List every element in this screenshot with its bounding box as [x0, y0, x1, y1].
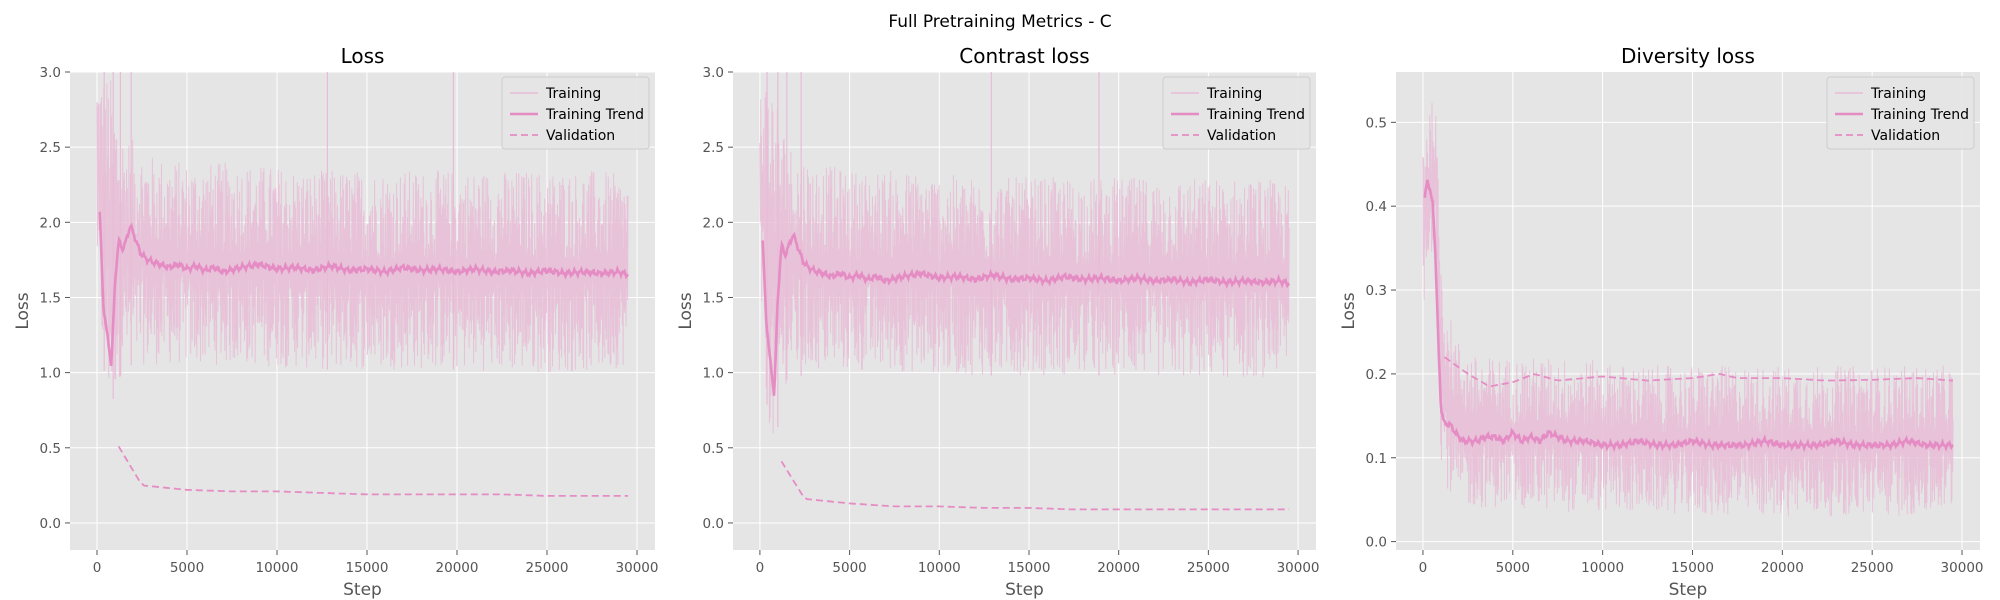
- y-axis-label: Loss: [676, 292, 696, 329]
- x-tick-label: 10000: [1581, 560, 1624, 576]
- legend-box: [1826, 76, 1975, 150]
- x-axis-label: Step: [1669, 580, 1708, 600]
- series-training-raw: [96, 80, 629, 380]
- panels: 0 5000 10000 15000 20000 25000 30000 0.0 0.5 1.0 1…: [13, 44, 1984, 600]
- x-tick-label: 0: [93, 560, 102, 576]
- legend-label: Validation: [1207, 128, 1276, 144]
- chart-panel-1: 0 5000 10000 15000 20000 25000 30000 0.0 0.5 1.0 1…: [13, 44, 658, 600]
- y-tick-label: 1.5: [703, 290, 724, 306]
- legend-label: Validation: [546, 128, 615, 144]
- series-validation: [117, 445, 628, 497]
- x-tick-label: 5000: [170, 560, 204, 576]
- y-tick-label: 0.0: [1366, 535, 1387, 551]
- legend: Training Training Trend Validation: [1826, 76, 1975, 150]
- y-tick-label: 0.1: [1366, 451, 1387, 467]
- y-tick-label: 1.5: [40, 290, 61, 306]
- x-tick-label: 10000: [918, 560, 961, 576]
- x-tick-label: 30000: [1941, 560, 1984, 576]
- y-tick-label: 0.5: [40, 441, 61, 457]
- legend: Training Training Trend Validation: [501, 76, 650, 150]
- y-tick-label: 0.0: [40, 516, 61, 532]
- plot-content: [759, 72, 1291, 511]
- x-tick-label: 0: [1419, 560, 1428, 576]
- x-axis-label: Step: [1005, 580, 1044, 600]
- x-tick-label: 15000: [1671, 560, 1714, 576]
- legend-box: [501, 76, 650, 150]
- x-tick-label: 20000: [436, 560, 479, 576]
- series-validation: [780, 460, 1290, 511]
- series-training-raw: [759, 91, 1290, 434]
- y-tick-label: 0.3: [1366, 283, 1387, 299]
- panel-title: Diversity loss: [1621, 44, 1755, 68]
- x-tick-label: 5000: [832, 560, 866, 576]
- y-tick-label: 3.0: [703, 65, 724, 81]
- y-tick-label: 1.0: [40, 366, 61, 382]
- panel-title: Loss: [341, 44, 385, 68]
- legend-label: Training Trend: [545, 107, 644, 123]
- y-tick-label: 0.4: [1366, 199, 1387, 215]
- series-training-trend: [98, 211, 630, 367]
- plot-content: [96, 72, 630, 497]
- x-tick-label: 25000: [526, 560, 569, 576]
- x-tick-label: 25000: [1187, 560, 1230, 576]
- series-training-trend: [761, 231, 1291, 396]
- y-tick-label: 0.5: [703, 441, 724, 457]
- x-tick-label: 30000: [1277, 560, 1320, 576]
- x-tick-label: 5000: [1496, 560, 1530, 576]
- legend-label: Training Trend: [1206, 107, 1305, 123]
- y-tick-label: 2.0: [703, 215, 724, 231]
- legend: Training Training Trend Validation: [1162, 76, 1311, 150]
- legend-label: Training Trend: [1870, 107, 1969, 123]
- chart-panel-3: 0 5000 10000 15000 20000 25000 30000 0.0 0.1 0.2 0…: [1339, 44, 1984, 600]
- legend-box: [1162, 76, 1311, 150]
- y-axis-label: Loss: [13, 292, 33, 329]
- y-tick-label: 2.0: [40, 215, 61, 231]
- y-tick-label: 2.5: [703, 140, 724, 156]
- x-tick-label: 25000: [1851, 560, 1894, 576]
- series-training-trend: [1423, 179, 1954, 453]
- legend-label: Training: [1870, 86, 1926, 102]
- legend-label: Training: [1206, 86, 1262, 102]
- x-tick-label: 30000: [616, 560, 659, 576]
- x-tick-label: 15000: [1008, 560, 1051, 576]
- legend-label: Validation: [1871, 128, 1940, 144]
- y-tick-label: 3.0: [40, 65, 61, 81]
- x-axis-label: Step: [343, 580, 382, 600]
- legend-label: Training: [545, 86, 601, 102]
- y-tick-label: 0.2: [1366, 367, 1387, 383]
- plot-content: [1422, 102, 1954, 517]
- y-tick-label: 1.0: [703, 366, 724, 382]
- y-tick-label: 0.0: [703, 516, 724, 532]
- x-tick-label: 15000: [346, 560, 389, 576]
- panel-title: Contrast loss: [959, 44, 1089, 68]
- y-tick-label: 2.5: [40, 140, 61, 156]
- y-tick-label: 0.5: [1366, 115, 1387, 131]
- x-tick-label: 10000: [256, 560, 299, 576]
- y-axis-label: Loss: [1339, 292, 1359, 329]
- series-validation: [1443, 356, 1954, 388]
- x-tick-label: 20000: [1761, 560, 1804, 576]
- x-tick-label: 20000: [1097, 560, 1140, 576]
- x-tick-label: 0: [756, 560, 765, 576]
- chart-panel-2: 0 5000 10000 15000 20000 25000 30000 0.0 0.5 1.0 1…: [676, 44, 1320, 600]
- figure-title: Full Pretraining Metrics - C: [888, 12, 1111, 32]
